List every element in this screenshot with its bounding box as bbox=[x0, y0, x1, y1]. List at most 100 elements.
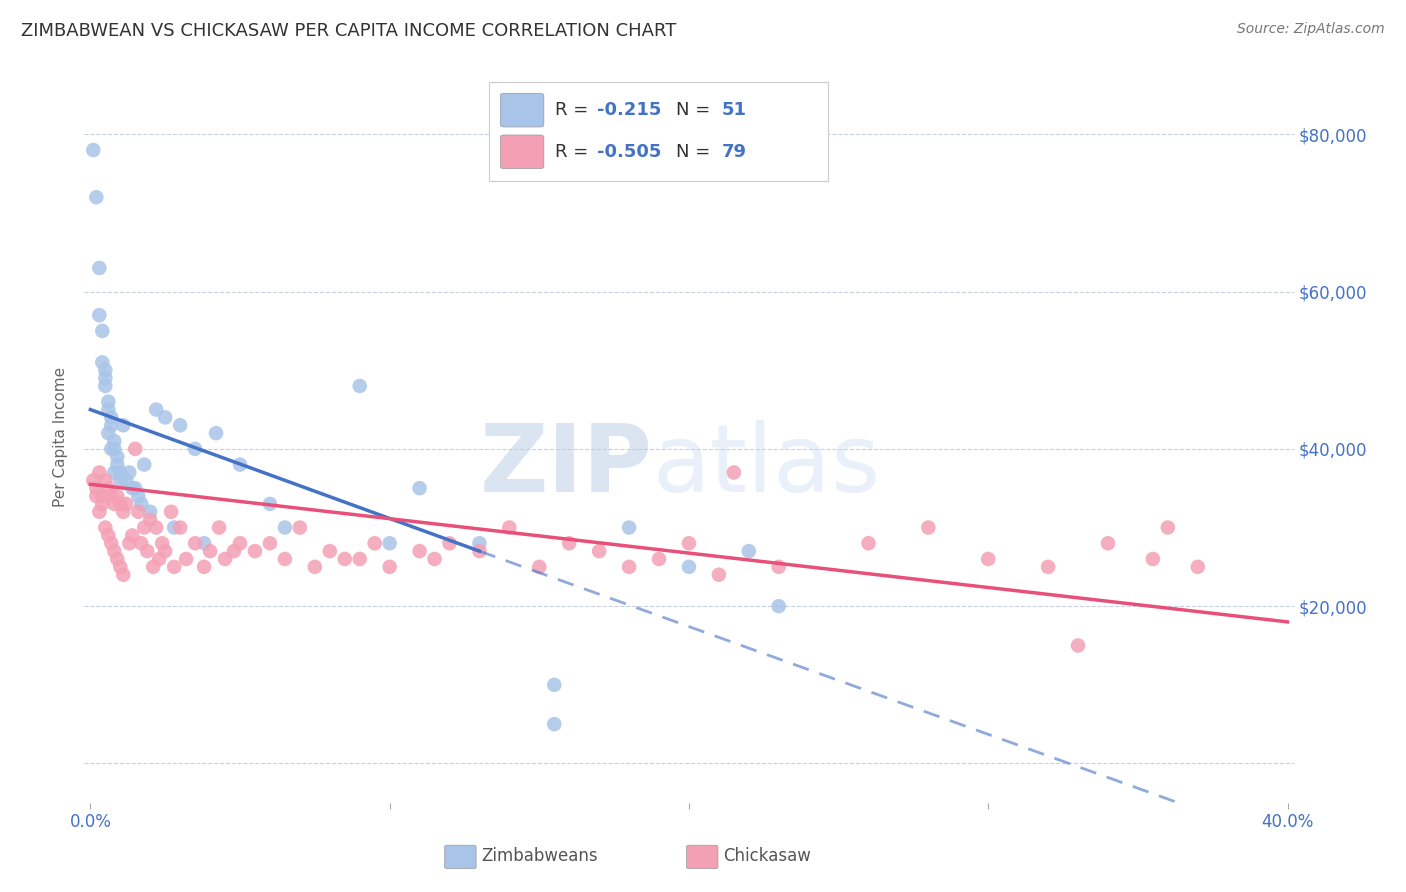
Point bbox=[103, 466, 125, 480]
Point bbox=[184, 442, 207, 456]
Point bbox=[259, 536, 281, 550]
Text: R =: R = bbox=[555, 143, 593, 161]
Point bbox=[408, 481, 430, 495]
Point bbox=[1157, 520, 1180, 534]
Point bbox=[498, 520, 520, 534]
Point bbox=[134, 520, 156, 534]
Point bbox=[648, 552, 671, 566]
Point bbox=[118, 536, 141, 550]
Point bbox=[148, 552, 170, 566]
Point bbox=[304, 559, 326, 574]
Point bbox=[707, 567, 730, 582]
Point bbox=[363, 536, 385, 550]
Text: R =: R = bbox=[555, 101, 593, 120]
Point bbox=[150, 536, 173, 550]
Text: 51: 51 bbox=[721, 101, 747, 120]
Point bbox=[558, 536, 581, 550]
Text: ZIMBABWEAN VS CHICKASAW PER CAPITA INCOME CORRELATION CHART: ZIMBABWEAN VS CHICKASAW PER CAPITA INCOM… bbox=[21, 22, 676, 40]
Point bbox=[1067, 639, 1090, 653]
Point bbox=[100, 489, 122, 503]
Point bbox=[917, 520, 939, 534]
Point bbox=[110, 466, 132, 480]
Point bbox=[112, 418, 135, 433]
Point bbox=[205, 426, 228, 441]
Point bbox=[349, 552, 371, 566]
Point bbox=[193, 536, 215, 550]
Point bbox=[110, 559, 132, 574]
Point bbox=[129, 536, 152, 550]
Point bbox=[768, 599, 790, 614]
Point bbox=[124, 481, 146, 495]
Point bbox=[129, 497, 152, 511]
Text: Source: ZipAtlas.com: Source: ZipAtlas.com bbox=[1237, 22, 1385, 37]
Point bbox=[105, 552, 128, 566]
Point bbox=[97, 402, 120, 417]
FancyBboxPatch shape bbox=[501, 94, 544, 127]
Point bbox=[184, 536, 207, 550]
Point bbox=[94, 520, 117, 534]
Text: Chickasaw: Chickasaw bbox=[723, 847, 811, 865]
Point bbox=[543, 717, 565, 731]
Point bbox=[408, 544, 430, 558]
Point bbox=[100, 536, 122, 550]
Point bbox=[288, 520, 311, 534]
Point bbox=[91, 324, 114, 338]
Point bbox=[174, 552, 197, 566]
Point bbox=[89, 505, 111, 519]
Point bbox=[127, 505, 149, 519]
Point bbox=[86, 489, 108, 503]
Point bbox=[94, 379, 117, 393]
Point bbox=[229, 458, 252, 472]
Point bbox=[468, 544, 491, 558]
Point bbox=[274, 552, 297, 566]
Point bbox=[153, 410, 176, 425]
Point bbox=[97, 481, 120, 495]
Text: N =: N = bbox=[676, 143, 716, 161]
Point bbox=[103, 442, 125, 456]
FancyBboxPatch shape bbox=[444, 846, 477, 869]
Point bbox=[86, 190, 108, 204]
Point bbox=[214, 552, 236, 566]
Point bbox=[153, 544, 176, 558]
Point bbox=[738, 544, 761, 558]
Point bbox=[145, 520, 167, 534]
Point bbox=[193, 559, 215, 574]
Point bbox=[678, 559, 700, 574]
Point bbox=[617, 520, 640, 534]
Point bbox=[198, 544, 221, 558]
Point bbox=[112, 505, 135, 519]
Point bbox=[121, 528, 143, 542]
Point bbox=[97, 394, 120, 409]
Text: ZIP: ZIP bbox=[479, 420, 652, 512]
Point bbox=[723, 466, 745, 480]
Point bbox=[82, 143, 104, 157]
Point bbox=[858, 536, 880, 550]
Point bbox=[82, 473, 104, 487]
Point bbox=[103, 544, 125, 558]
Point bbox=[94, 363, 117, 377]
Point bbox=[105, 489, 128, 503]
Point bbox=[977, 552, 1000, 566]
Point bbox=[222, 544, 245, 558]
Point bbox=[105, 450, 128, 464]
Point bbox=[588, 544, 610, 558]
Point bbox=[94, 371, 117, 385]
Point bbox=[160, 505, 183, 519]
Point bbox=[1036, 559, 1059, 574]
Point bbox=[139, 513, 162, 527]
Text: 79: 79 bbox=[721, 143, 747, 161]
Point bbox=[169, 520, 191, 534]
Point bbox=[136, 544, 159, 558]
Point bbox=[208, 520, 231, 534]
Point bbox=[468, 536, 491, 550]
Point bbox=[124, 442, 146, 456]
Point bbox=[243, 544, 266, 558]
Point bbox=[97, 528, 120, 542]
Point bbox=[110, 497, 132, 511]
Point bbox=[142, 559, 165, 574]
Point bbox=[115, 497, 138, 511]
Point bbox=[127, 489, 149, 503]
Point bbox=[768, 559, 790, 574]
Point bbox=[110, 473, 132, 487]
Point bbox=[89, 260, 111, 275]
